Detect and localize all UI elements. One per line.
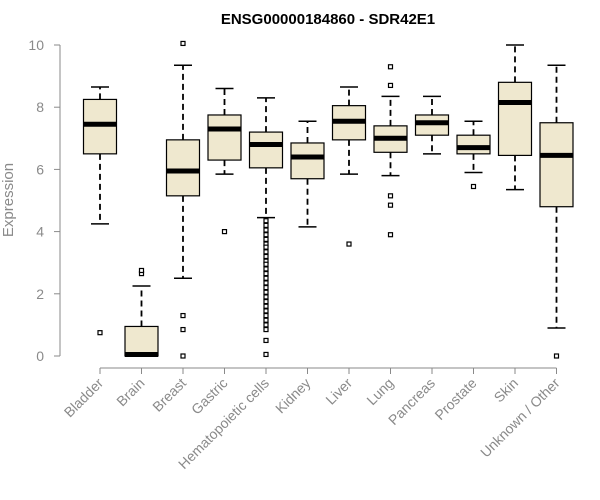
box-group-0 — [82, 86, 118, 336]
y-tick-label: 0 — [36, 348, 44, 364]
outlier-point — [263, 275, 269, 281]
y-tick-label: 6 — [36, 161, 44, 177]
outlier-point — [180, 312, 186, 319]
outlier-point — [263, 222, 269, 228]
x-tick-label: Prostate — [431, 375, 479, 423]
outlier-point — [263, 249, 269, 255]
outlier-point — [263, 280, 269, 286]
outlier-point — [263, 218, 269, 224]
outlier-point — [263, 227, 269, 233]
outlier-point — [263, 236, 269, 242]
outlier-point — [180, 353, 186, 359]
outlier-point — [263, 298, 269, 305]
outlier-point — [263, 261, 269, 267]
x-tick-label: Bladder — [61, 375, 107, 421]
outlier-point — [97, 330, 103, 336]
outlier-point — [263, 337, 269, 344]
y-tick-label: 2 — [36, 286, 44, 302]
outlier-point — [387, 193, 394, 199]
iqr-box — [290, 142, 325, 180]
outlier-point — [180, 326, 186, 333]
chart-title: ENSG00000184860 - SDR42E1 — [221, 11, 435, 28]
x-tick-label: Unknown / Other — [477, 375, 563, 461]
outlier-point — [263, 244, 269, 250]
outlier-point — [180, 40, 186, 47]
plot-area — [82, 40, 574, 359]
outlier-point — [263, 232, 269, 238]
outlier-point — [263, 351, 269, 358]
box-group-9 — [456, 120, 491, 190]
outlier-point — [263, 322, 269, 328]
iqr-box — [248, 131, 284, 169]
x-tick-label: Liver — [322, 375, 355, 408]
box-group-7 — [373, 64, 408, 238]
outlier-point — [138, 267, 145, 274]
outlier-point — [387, 232, 394, 238]
x-tick-label: Lung — [363, 375, 396, 408]
box-group-11 — [539, 64, 574, 359]
iqr-box — [456, 134, 491, 155]
x-tick-label: Breast — [149, 375, 189, 415]
outlier-point — [387, 64, 394, 70]
box-group-1 — [124, 267, 159, 357]
box-group-2 — [165, 40, 201, 359]
iqr-box — [165, 139, 201, 197]
box-group-10 — [497, 44, 533, 191]
iqr-box — [497, 81, 533, 157]
y-axis-label: Expression — [0, 163, 17, 237]
outlier-point — [263, 294, 269, 300]
box-group-6 — [331, 86, 367, 247]
box-group-4 — [248, 97, 284, 358]
outlier-point — [221, 229, 228, 235]
y-tick-label: 8 — [36, 99, 44, 115]
outlier-point — [387, 202, 394, 208]
outlier-point — [263, 312, 269, 319]
outlier-point — [553, 353, 560, 359]
box-group-3 — [207, 87, 242, 235]
y-tick-label: 4 — [36, 224, 44, 240]
outlier-point — [470, 183, 477, 190]
outlier-point — [263, 317, 269, 323]
box-group-8 — [414, 95, 450, 155]
outlier-point — [263, 303, 269, 309]
iqr-box — [207, 114, 242, 161]
outlier-point — [263, 270, 269, 277]
outlier-point — [263, 289, 269, 295]
y-tick-label: 10 — [28, 37, 44, 53]
y-axis: 0 2 4 6 8 10 — [28, 37, 61, 364]
outlier-point — [263, 253, 269, 260]
x-tick-label: Kidney — [272, 375, 314, 417]
outlier-point — [263, 326, 269, 333]
x-tick-label: Brain — [113, 375, 147, 409]
box-group-5 — [290, 120, 325, 228]
outlier-point — [387, 82, 394, 89]
x-tick-label: Skin — [491, 375, 522, 406]
outlier-point — [263, 308, 269, 314]
outlier-point — [346, 241, 352, 247]
outlier-point — [263, 266, 269, 272]
iqr-box — [539, 122, 574, 208]
iqr-box — [124, 325, 159, 357]
outlier-point — [263, 284, 269, 291]
